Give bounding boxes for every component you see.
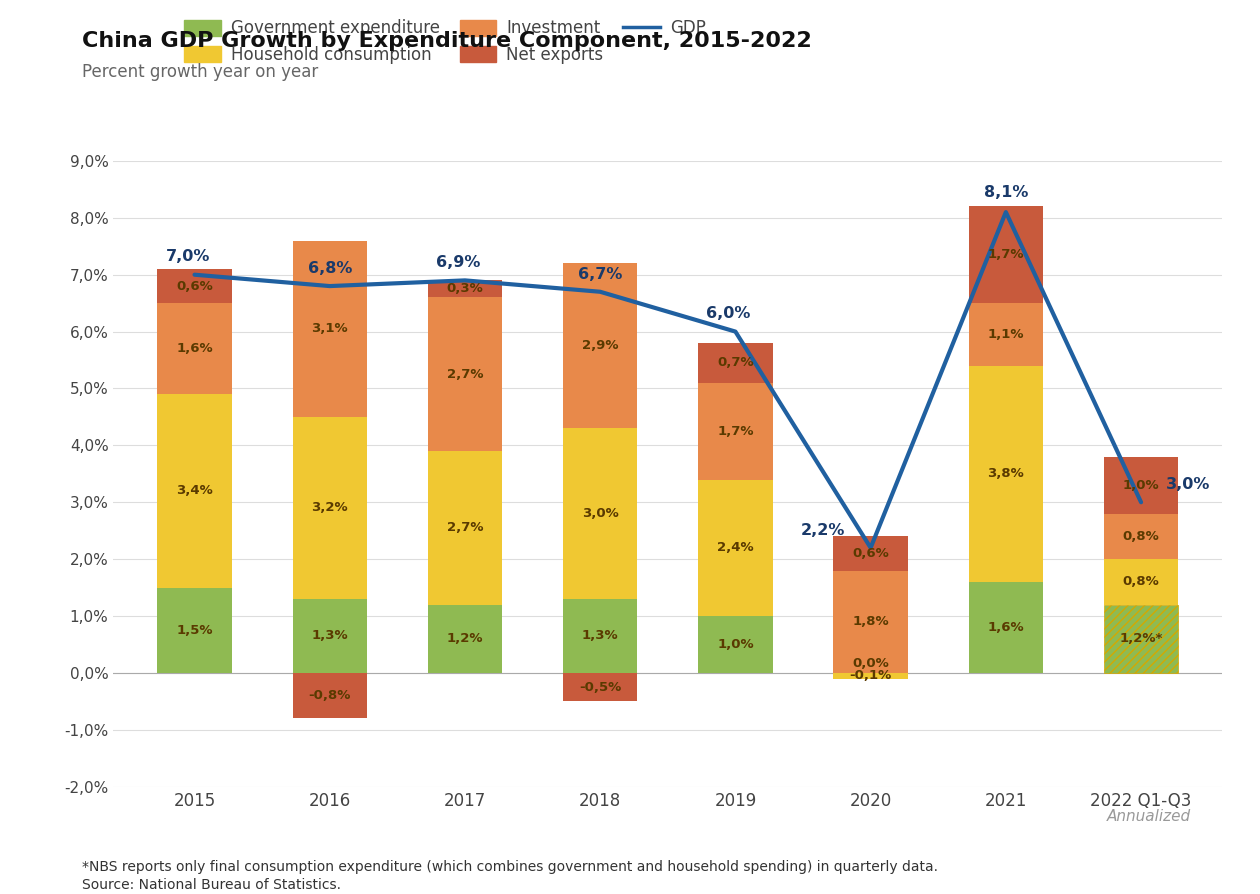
Bar (1104, 457, 1178, 514)
Text: 0,6%: 0,6% (852, 547, 890, 560)
Legend: Government expenditure, Household consumption, Investment, Net exports, GDP: Government expenditure, Household consum… (178, 13, 712, 71)
Bar (563, 599, 638, 673)
Bar (428, 298, 503, 451)
Bar (428, 281, 503, 298)
Text: 1,3%: 1,3% (582, 629, 619, 643)
Bar (969, 366, 1043, 582)
Text: 6,0%: 6,0% (707, 307, 751, 321)
Text: 1,0%: 1,0% (1123, 478, 1159, 492)
Text: 0,8%: 0,8% (1123, 530, 1159, 543)
Bar (428, 451, 503, 604)
Bar (563, 673, 638, 702)
Bar (698, 479, 772, 616)
Text: 1,5%: 1,5% (176, 624, 213, 637)
Bar (292, 417, 367, 599)
Text: Percent growth year on year: Percent growth year on year (82, 63, 318, 80)
Bar (969, 207, 1043, 303)
Text: 1,7%: 1,7% (717, 425, 753, 438)
Bar (292, 240, 367, 417)
Text: 2,7%: 2,7% (447, 521, 484, 535)
Text: 3,4%: 3,4% (176, 485, 213, 497)
Text: 3,8%: 3,8% (988, 468, 1024, 480)
Text: 0,6%: 0,6% (176, 280, 213, 292)
Text: 1,2%: 1,2% (447, 632, 484, 645)
Text: 1,7%: 1,7% (988, 249, 1024, 261)
Bar (1104, 514, 1178, 559)
Bar (1104, 559, 1178, 604)
Text: 3,0%: 3,0% (582, 507, 619, 520)
Bar (698, 616, 772, 673)
Text: 0,7%: 0,7% (717, 357, 753, 369)
Text: 8,1%: 8,1% (984, 184, 1028, 199)
Text: 7,0%: 7,0% (165, 249, 210, 265)
Bar (833, 536, 907, 570)
Text: 2,2%: 2,2% (801, 522, 845, 537)
Text: 6,8%: 6,8% (307, 261, 352, 276)
Bar (158, 303, 232, 394)
Text: 3,2%: 3,2% (311, 502, 348, 514)
Bar (563, 264, 638, 428)
Text: 1,1%: 1,1% (988, 328, 1024, 341)
Text: 1,0%: 1,0% (717, 638, 753, 651)
Text: -0,8%: -0,8% (309, 689, 352, 702)
Text: -0,5%: -0,5% (580, 680, 621, 694)
Text: 3,0%: 3,0% (1167, 477, 1211, 492)
Bar (563, 428, 638, 599)
Text: 6,9%: 6,9% (436, 255, 480, 270)
Text: 1,8%: 1,8% (852, 615, 890, 628)
Bar (292, 673, 367, 719)
Text: 3,1%: 3,1% (311, 322, 348, 335)
Text: 1,6%: 1,6% (176, 342, 213, 355)
Bar (1104, 604, 1178, 673)
Text: 0,8%: 0,8% (1123, 576, 1159, 588)
Text: *NBS reports only final consumption expenditure (which combines government and h: *NBS reports only final consumption expe… (82, 860, 937, 874)
Text: Source: National Bureau of Statistics.: Source: National Bureau of Statistics. (82, 878, 341, 892)
Bar (158, 394, 232, 587)
Text: 0,3%: 0,3% (446, 283, 484, 295)
Bar (158, 587, 232, 673)
Text: 1,6%: 1,6% (988, 621, 1024, 634)
Bar (698, 383, 772, 479)
Bar (698, 343, 772, 383)
Bar (969, 582, 1043, 673)
Text: 2,4%: 2,4% (717, 541, 753, 554)
Bar (969, 303, 1043, 366)
Text: Annualized: Annualized (1106, 809, 1191, 824)
Text: -0,1%: -0,1% (849, 670, 892, 682)
Text: 1,2%*: 1,2%* (1119, 632, 1163, 645)
Text: 6,7%: 6,7% (578, 266, 622, 282)
Text: 2,9%: 2,9% (582, 340, 619, 352)
Text: 1,3%: 1,3% (311, 629, 348, 643)
Bar (428, 604, 503, 673)
Bar (292, 599, 367, 673)
Text: 0,0%: 0,0% (852, 656, 890, 670)
Bar (833, 673, 907, 679)
Bar (158, 269, 232, 303)
Bar (833, 570, 907, 673)
Text: 2,7%: 2,7% (447, 367, 484, 381)
Text: China GDP Growth by Expenditure Component, 2015-2022: China GDP Growth by Expenditure Componen… (82, 31, 811, 51)
